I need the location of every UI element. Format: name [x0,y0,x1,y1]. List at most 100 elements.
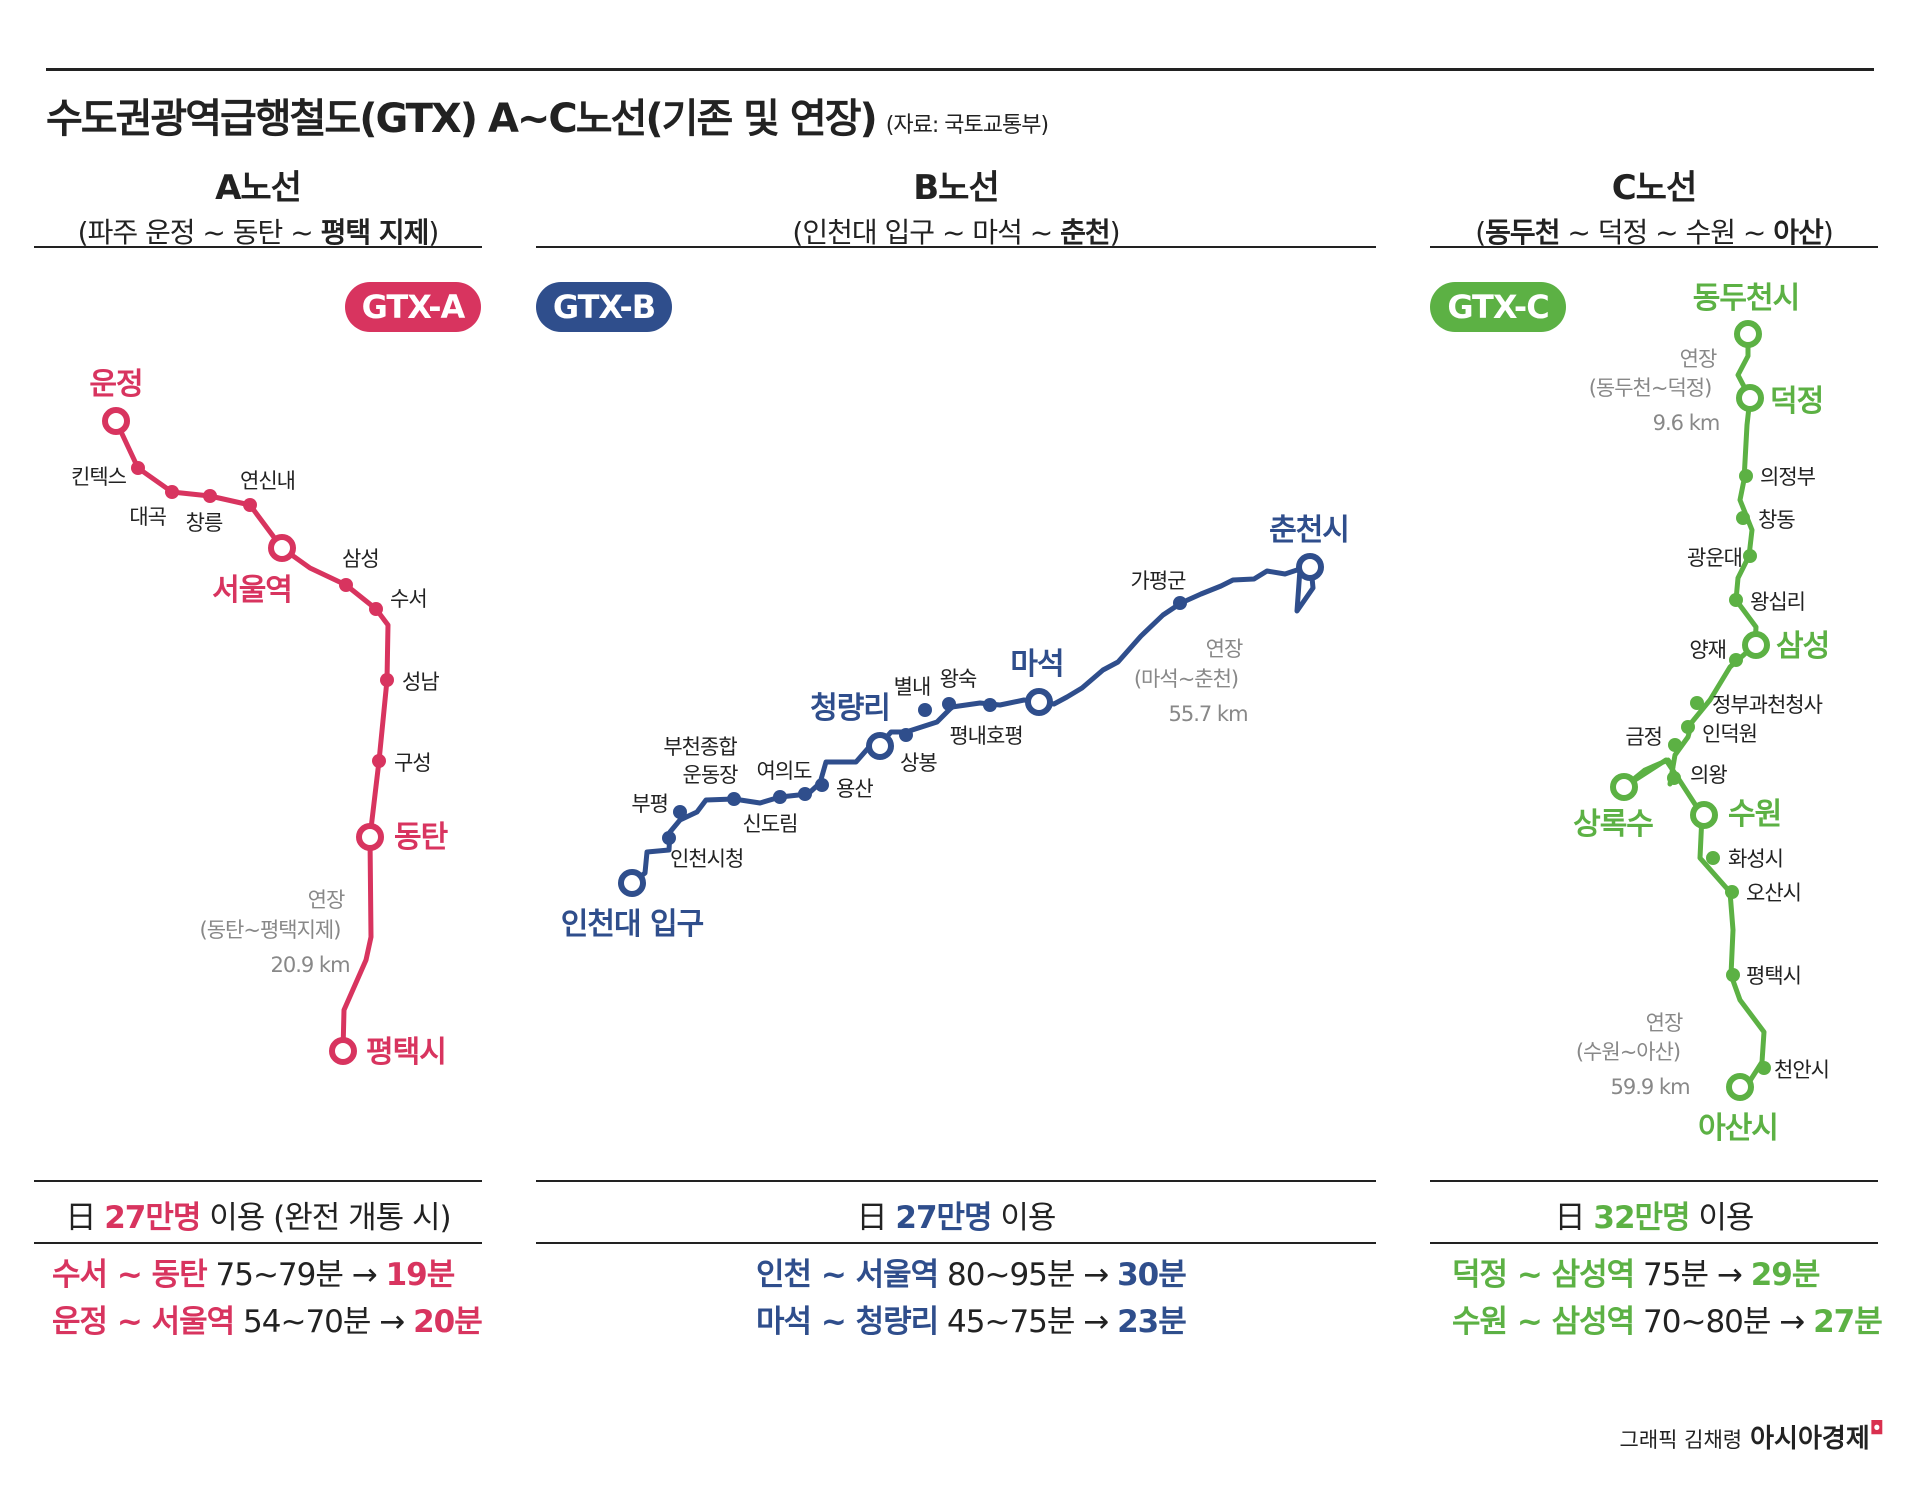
station-a-dongtan [356,823,384,851]
ext-c1-distance: 9.6 km [1653,411,1720,435]
divider-a-times [34,1242,482,1244]
station-c-osan [1725,885,1739,899]
station-c-changdong [1736,511,1750,525]
label-c-pyeongtaek: 평택시 [1746,964,1801,988]
line-a-subtitle: (파주 운정 ~ 동탄 ~ 평택 지제) [77,216,440,249]
divider-c-top [1430,246,1878,248]
label-a-seongnam: 성남 [402,670,439,694]
station-a-changreung [203,489,217,503]
label-c-samseong: 삼성 [1776,629,1829,664]
divider-b-stat [536,1180,1376,1182]
travel-time-row: 인천 ~ 서울역 80~95분 → 30분 [756,1257,1187,1293]
station-c-suwon [1690,801,1718,829]
station-b-chuncheon [1296,553,1324,581]
station-c-pyeongtaek [1726,968,1740,982]
label-b-stadium: 운동장 [683,763,739,787]
label-c-uijeongbu: 의정부 [1760,465,1816,489]
travel-time-row: 마석 ~ 청량리 45~75분 → 23분 [756,1304,1187,1340]
divider-c-times [1430,1242,1878,1244]
label-c-yangjae: 양재 [1689,638,1726,662]
ext-c1-label: 연장 [1680,347,1717,371]
label-b-sindorim: 신도림 [743,812,798,836]
travel-times-b: 인천 ~ 서울역 80~95분 → 30분 마석 ~ 청량리 45~75분 → … [756,1252,1187,1346]
station-b-stadium [727,792,741,806]
label-c-geumjeong: 금정 [1625,725,1662,749]
label-a-seoul: 서울역 [212,573,292,608]
label-c-changdong: 창동 [1758,508,1795,532]
label-b-wangsuk: 왕숙 [940,667,977,691]
station-a-guseong [372,754,386,768]
label-c-cheonan: 천안시 [1774,1058,1829,1082]
label-a-samseong: 삼성 [342,547,379,571]
label-b-chuncheon: 춘천시 [1269,513,1349,548]
station-c-cheonan [1757,1061,1771,1075]
badge-gtx-a: GTX-A [345,282,481,332]
ext-b-distance: 55.7 km [1168,702,1247,726]
line-b-title: B노선 [913,168,999,208]
heading-a: A노선 (파주 운정 ~ 동탄 ~ 평택 지제) [34,160,482,251]
station-b-gapyeong [1173,596,1187,610]
ridership-b: 日 27만명 이용 [856,1200,1057,1236]
ext-a-label: 연장 [308,888,345,912]
ext-b-label: 연장 [1206,637,1243,661]
line-b-subtitle: (인천대 입구 ~ 마석 ~ 춘천) [792,216,1120,249]
travel-times-a: 수서 ~ 동탄 75~79분 → 19분 운정 ~ 서울역 54~70분 → 2… [52,1252,483,1346]
station-a-wunjeong [102,407,130,435]
label-b-cheongnyangni: 청량리 [810,691,890,726]
station-c-gwacheon [1690,696,1704,710]
divider-a-top [34,246,482,248]
station-c-asan [1726,1073,1754,1101]
label-c-suwon: 수원 [1728,797,1781,832]
station-b-incheoncityhall [662,831,676,845]
station-c-indeogwon [1681,720,1695,734]
label-c-gwacheon: 정부과천청사 [1712,693,1823,717]
station-a-daegok [165,485,179,499]
label-b-bupyeong: 부평 [631,792,668,816]
line-c-subtitle: (동두천 ~ 덕정 ~ 수원 ~ 아산) [1475,216,1834,249]
station-c-yangjae [1729,653,1743,667]
line-b-path [630,566,1316,885]
station-c-geumjeong [1668,738,1682,752]
station-a-yeonsinnae [243,498,257,512]
label-c-hwaseong: 화성시 [1728,847,1783,871]
source-note: (자료: 국토교통부) [885,113,1049,138]
label-a-changreung: 창릉 [186,511,223,535]
credit: 그래픽 김채령 아시아경제◘ [1620,1418,1884,1455]
label-c-dongducheon: 동두천시 [1693,281,1799,316]
label-c-osan: 오산시 [1746,881,1801,905]
travel-times-c: 덕정 ~ 삼성역 75분 → 29분 수원 ~ 삼성역 70~80분 → 27분 [1452,1252,1883,1346]
label-c-deokjeong: 덕정 [1770,384,1823,419]
station-b-maseok [1025,688,1053,716]
station-a-seoul [268,534,296,562]
label-b-incheonuniv: 인천대 입구 [561,907,704,942]
station-c-gwangwoon [1743,549,1757,563]
badge-gtx-b: GTX-B [536,282,672,332]
station-c-sangnoksu [1610,773,1638,801]
station-c-uijeongbu [1739,469,1753,483]
line-a-title: A노선 [215,168,302,208]
label-c-asan: 아산시 [1698,1111,1778,1146]
label-c-indeogwon: 인덕원 [1702,722,1757,746]
station-b-yongsan [815,778,829,792]
heading-b: B노선 (인천대 입구 ~ 마석 ~ 춘천) [536,160,1376,251]
station-b-bupyeong [673,805,687,819]
label-b-gapyeong: 가평군 [1131,569,1187,593]
label-a-kintex: 킨텍스 [71,465,127,489]
station-b-wangsuk [942,697,956,711]
station-b-cheongnyangni [866,732,894,760]
ext-c2-label: 연장 [1646,1011,1683,1035]
page-title: 수도권광역급행철도(GTX) A~C노선(기존 및 연장) (자료: 국토교통부) [46,86,1049,144]
ridership-c: 日 32만명 이용 [1554,1200,1755,1236]
ext-a-distance: 20.9 km [270,953,349,977]
divider-c-stat [1430,1180,1878,1182]
travel-time-row: 운정 ~ 서울역 54~70분 → 20분 [52,1304,483,1340]
ext-a-range: (동탄~평택지제) [200,918,341,942]
travel-time-row: 덕정 ~ 삼성역 75분 → 29분 [1452,1257,1820,1293]
ext-c2-distance: 59.9 km [1610,1075,1689,1099]
heading-c: C노선 (동두천 ~ 덕정 ~ 수원 ~ 아산) [1430,160,1878,251]
station-a-kintex [131,461,145,475]
travel-time-row: 수서 ~ 동탄 75~79분 → 19분 [52,1257,455,1293]
station-a-pyeongtaek [329,1037,357,1065]
badge-gtx-c: GTX-C [1430,282,1566,332]
